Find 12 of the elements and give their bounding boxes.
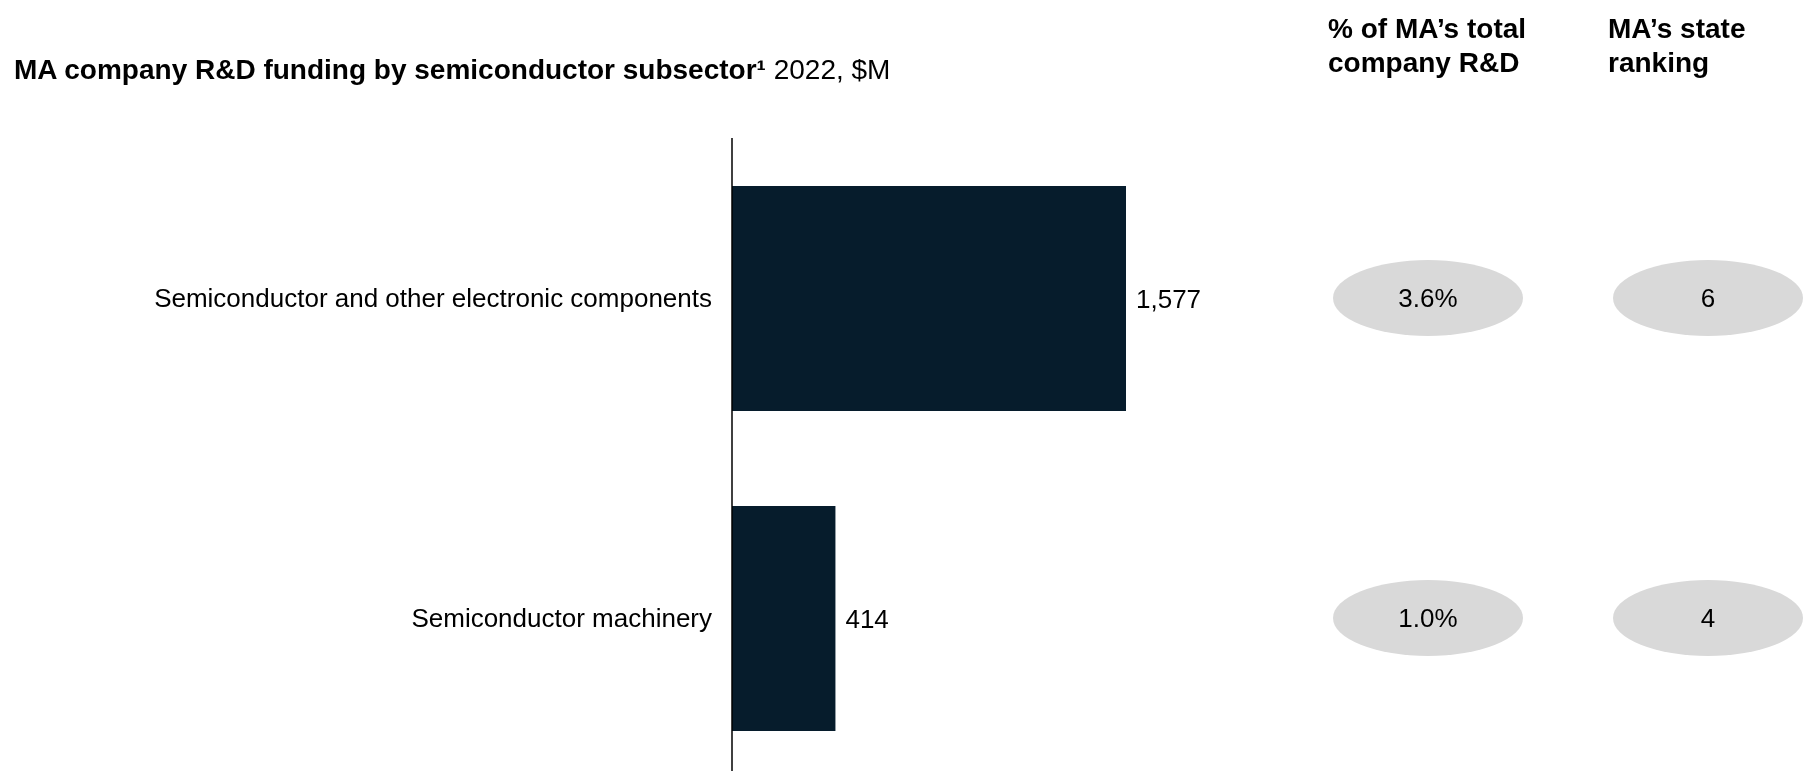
oval-badge: 3.6% [1333, 260, 1523, 336]
y-tick-label: Semiconductor and other electronic components [154, 283, 712, 314]
y-tick-label: Semiconductor machinery [411, 603, 712, 634]
oval-badge: 6 [1613, 260, 1803, 336]
text: MA company R&D funding by semiconductor subsector¹ [14, 54, 766, 85]
text: MA’s state ranking [1608, 12, 1747, 80]
oval-badge: 4 [1613, 580, 1803, 656]
data-label: 414 [845, 603, 889, 634]
oval-badge: 1.0% [1333, 580, 1523, 656]
text: % of MA’s total company R&D [1328, 12, 1528, 80]
data-label: 1,577 [1136, 283, 1202, 314]
chart-subtitle: 2022, $M [773, 54, 891, 85]
